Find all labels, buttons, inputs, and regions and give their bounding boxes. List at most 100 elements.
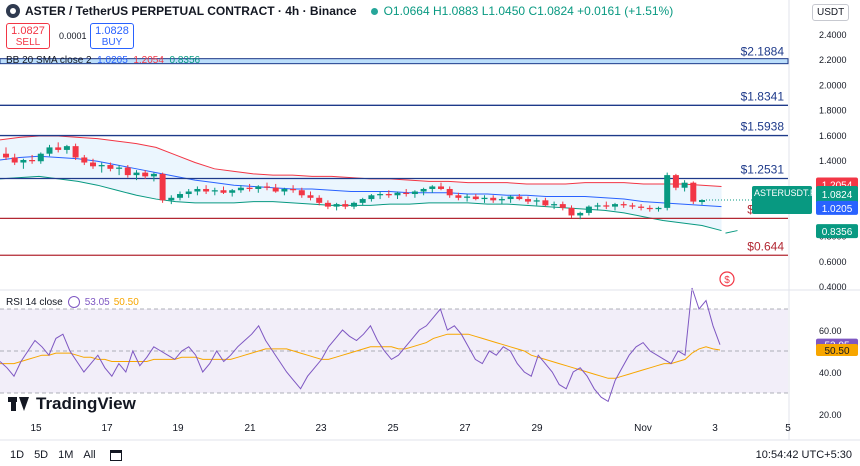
- bb-upper-value: 1.2054: [133, 55, 164, 66]
- level-label: $2.1884: [741, 45, 785, 59]
- candle-body: [481, 197, 488, 200]
- price-tag-label: 1.0205: [822, 204, 853, 215]
- time-tick-label: 17: [101, 423, 113, 434]
- candle-body: [185, 191, 192, 195]
- timeframe-all[interactable]: All: [83, 449, 96, 461]
- candle-body: [533, 200, 540, 202]
- bb-lower-value: 0.8356: [169, 55, 201, 66]
- buy-button[interactable]: 1.0828 BUY: [90, 23, 134, 49]
- tradingview-mark-icon: [8, 397, 30, 411]
- rsi-legend-label: RSI 14 close: [6, 296, 63, 308]
- candle-body: [55, 147, 62, 150]
- dividend-event-icon[interactable]: [719, 271, 735, 287]
- timeframe-1d[interactable]: 1D: [10, 449, 25, 461]
- candle-body: [20, 160, 27, 163]
- ohlc-low: L1.0450: [481, 4, 526, 18]
- sell-button[interactable]: 1.0827 SELL: [6, 23, 50, 49]
- calendar-icon[interactable]: [109, 449, 122, 461]
- candle-body: [37, 153, 44, 162]
- candle-body: [3, 153, 9, 158]
- candle-body: [429, 186, 436, 189]
- price-tag: [816, 200, 858, 215]
- rsi-tick-label: 20.00: [819, 410, 842, 420]
- candle-body: [464, 196, 471, 198]
- tradingview-logo: TradingView: [8, 394, 136, 414]
- candle-body: [455, 195, 462, 198]
- candle-body: [281, 188, 288, 192]
- time-tick-label: 5: [785, 423, 791, 434]
- candle-body: [307, 195, 314, 198]
- candle-body: [98, 165, 105, 167]
- candle-body: [507, 196, 514, 200]
- time-tick-label: Nov: [634, 423, 652, 434]
- candle-body: [699, 200, 705, 203]
- candle-body: [316, 197, 323, 203]
- last-price-label: 1.0824: [822, 190, 853, 201]
- rsi-tick-label: 60.00: [819, 326, 842, 336]
- candle-body: [498, 199, 505, 201]
- candle-body: [177, 194, 183, 198]
- level-band: [0, 58, 789, 65]
- level-label: $0.644: [747, 239, 784, 253]
- rsi-tag: [816, 343, 858, 356]
- candle-body: [107, 165, 114, 169]
- price-tick-label: 0.6000: [819, 257, 847, 267]
- price-tick-label: 2.2000: [819, 55, 847, 65]
- rsi-legend[interactable]: RSI 14 close 53.05 50.50: [6, 296, 139, 308]
- candle-body: [551, 204, 558, 206]
- candle-body: [133, 172, 140, 176]
- candle-body: [90, 162, 96, 167]
- candle-body: [29, 160, 36, 162]
- rsi-tick-label: 40.00: [819, 368, 842, 378]
- time-tick-label: 21: [244, 423, 256, 434]
- candle-body: [394, 192, 401, 196]
- bb-lower-line: [0, 175, 722, 232]
- candle-body: [377, 194, 384, 196]
- chart-header: ASTER / TetherUS PERPETUAL CONTRACT · 4h…: [0, 0, 673, 22]
- ohlc-close: C1.0824: [528, 4, 574, 18]
- candle-body: [211, 190, 218, 192]
- symbol-title[interactable]: ASTER / TetherUS PERPETUAL CONTRACT · 4h…: [25, 4, 357, 18]
- candle-body: [237, 187, 244, 191]
- candle-body: [629, 205, 636, 207]
- bb-basis-line: [0, 155, 722, 208]
- rsi-settings-icon[interactable]: [67, 296, 80, 308]
- candle-body: [638, 206, 645, 208]
- candle-body: [142, 172, 149, 177]
- candle-body: [333, 204, 340, 207]
- candle-body: [324, 202, 331, 207]
- price-tick-label: 0.4000: [819, 282, 847, 292]
- candle-body: [690, 182, 697, 202]
- candle-body: [559, 204, 566, 208]
- currency-selector[interactable]: USDT: [812, 4, 850, 21]
- timeframe-1m[interactable]: 1M: [58, 449, 74, 461]
- candle-body: [385, 194, 392, 196]
- bb-basis-value: 1.0205: [97, 55, 128, 66]
- bb-legend[interactable]: BB 20 SMA close 2 1.0205 1.2054 0.8356: [6, 55, 200, 66]
- aster-logo-icon: [6, 4, 20, 18]
- candle-body: [594, 205, 601, 207]
- candle-body: [255, 186, 262, 189]
- candle-body: [516, 196, 523, 200]
- rsi-ma-line: [0, 333, 721, 379]
- candle-body: [585, 206, 592, 213]
- time-tick-label: 25: [387, 423, 399, 434]
- time-tick-label: 19: [172, 423, 184, 434]
- candle-body: [150, 173, 157, 177]
- candle-body: [438, 186, 444, 189]
- candle-body: [359, 199, 366, 203]
- candle-body: [11, 157, 18, 163]
- price-tick-label: 2.0000: [819, 80, 847, 90]
- candle-body: [220, 190, 227, 193]
- timeframe-5d[interactable]: 5D: [34, 449, 49, 461]
- candle-body: [229, 190, 236, 193]
- market-status-icon: [370, 7, 378, 15]
- candle-body: [472, 196, 479, 200]
- rsi-tag-label: 50.50: [824, 346, 849, 357]
- bottom-toolbar: 1D 5D 1M All 10:54:42 UTC+5:30: [0, 444, 860, 466]
- bb-legend-label: BB 20 SMA close 2: [6, 55, 92, 66]
- clock-readout[interactable]: 10:54:42 UTC+5:30: [755, 449, 852, 461]
- symbol-price-tag: [752, 186, 812, 215]
- spread-value: 0.0001: [59, 31, 87, 41]
